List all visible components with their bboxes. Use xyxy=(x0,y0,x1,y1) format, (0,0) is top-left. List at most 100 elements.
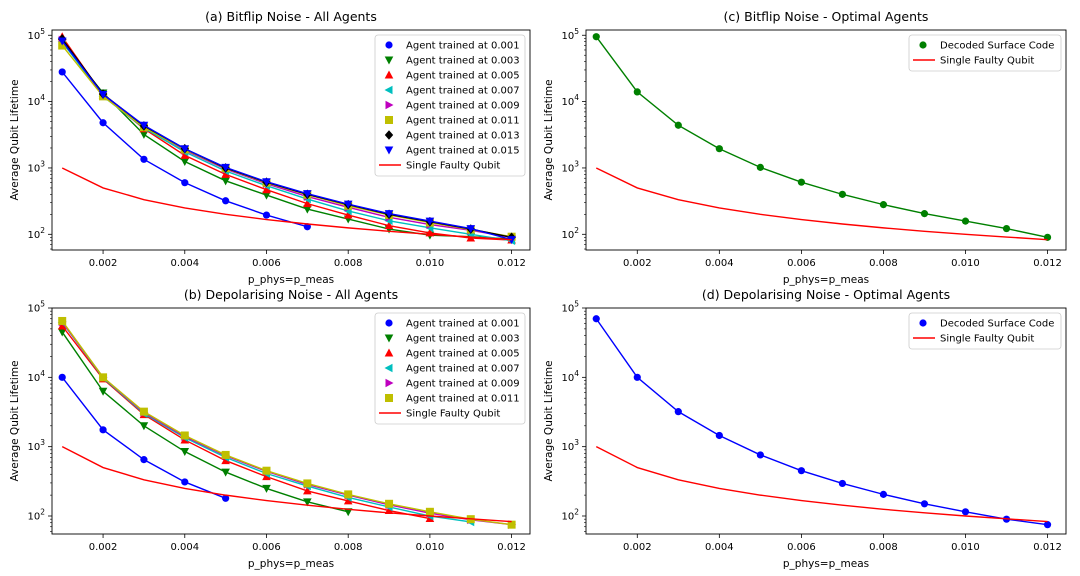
legend-marker xyxy=(385,100,394,110)
chart-panel-2: (c) Bitflip Noise - Optimal Agents p_phys… xyxy=(543,9,1067,286)
data-point xyxy=(99,426,107,434)
data-point xyxy=(343,210,353,219)
x-tick-label: 0.006 xyxy=(252,258,281,269)
data-point xyxy=(303,199,312,208)
data-point xyxy=(57,328,67,337)
legend-marker xyxy=(384,348,394,357)
data-point xyxy=(180,448,190,457)
data-point xyxy=(222,494,230,502)
x-axis-label: p_phys=p_meas xyxy=(248,274,334,286)
data-point xyxy=(633,373,641,381)
legend-marker xyxy=(384,334,394,343)
legend-label: Agent trained at 0.005 xyxy=(406,349,520,360)
x-tick-label: 0.010 xyxy=(951,542,980,553)
chart-title: (a) Bitflip Noise - All Agents xyxy=(205,9,377,24)
series-group xyxy=(57,316,517,529)
data-point xyxy=(262,185,271,194)
y-tick-label: 102 xyxy=(27,507,45,522)
series-line-7 xyxy=(61,446,512,523)
legend-label: Agent trained at 0.011 xyxy=(406,116,520,127)
y-tick-label: 104 xyxy=(27,93,45,108)
data-point xyxy=(262,466,271,475)
x-tick-label: 0.010 xyxy=(951,258,980,269)
data-point xyxy=(139,121,149,130)
y-tick-label: 105 xyxy=(561,27,579,42)
data-point xyxy=(384,221,394,230)
legend-label: Agent trained at 0.009 xyxy=(406,101,520,112)
data-point xyxy=(221,456,230,465)
chart-title: (d) Depolarising Noise - Optimal Agents xyxy=(702,287,950,302)
x-tick-label: 0.004 xyxy=(705,258,734,269)
data-point xyxy=(756,451,764,459)
data-point xyxy=(99,373,108,382)
x-axis-label: p_phys=p_meas xyxy=(783,274,869,286)
legend-marker xyxy=(384,85,393,95)
series-line-8 xyxy=(61,40,512,241)
legend: Agent trained at 0.001 Agent trained at 0… xyxy=(374,34,526,177)
plot-frame xyxy=(51,29,531,251)
y-tick-label: 103 xyxy=(27,159,45,174)
x-tick-label: 0.004 xyxy=(705,542,734,553)
legend-marker xyxy=(384,363,393,373)
plot-frame xyxy=(51,307,531,535)
x-tick-label: 0.006 xyxy=(787,258,816,269)
y-axis-label: Average Qubit Lifetime xyxy=(9,79,21,200)
data-point xyxy=(180,158,190,167)
data-point xyxy=(221,450,230,459)
y-tick-label: 105 xyxy=(27,300,45,315)
y-axis-label: Average Qubit Lifetime xyxy=(543,79,555,200)
data-point xyxy=(425,507,434,516)
data-point xyxy=(715,431,723,440)
data-point xyxy=(180,150,190,159)
y-tick-label: 102 xyxy=(27,226,45,241)
data-point xyxy=(140,155,148,163)
legend-label: Agent trained at 0.003 xyxy=(406,334,520,345)
series-line-2 xyxy=(595,446,1048,523)
data-point xyxy=(592,315,600,323)
data-point xyxy=(303,479,312,488)
legend-marker xyxy=(385,116,393,124)
x-tick-label: 0.010 xyxy=(416,542,445,553)
data-point xyxy=(221,177,230,186)
legend-label: Agent trained at 0.007 xyxy=(406,364,520,375)
y-axis-label: Average Qubit Lifetime xyxy=(543,360,555,481)
x-axis-label: p_phys=p_meas xyxy=(248,558,334,570)
data-point xyxy=(879,201,888,209)
data-point xyxy=(961,217,970,225)
chart-panel-4: (d) Depolarising Noise - Optimal Agents p… xyxy=(543,287,1067,570)
data-point xyxy=(797,178,805,186)
data-point xyxy=(879,490,888,498)
x-tick-label: 0.010 xyxy=(416,258,445,269)
series-line-3 xyxy=(61,325,431,520)
data-point xyxy=(262,484,271,493)
series-group xyxy=(57,32,517,246)
data-point xyxy=(58,373,66,381)
legend-label: Single Faulty Qubit xyxy=(940,334,1034,345)
data-point xyxy=(674,121,682,129)
data-point xyxy=(1002,224,1011,233)
x-tick-label: 0.004 xyxy=(170,258,199,269)
x-tick-label: 0.012 xyxy=(1033,258,1062,269)
data-point xyxy=(262,211,271,219)
data-point xyxy=(592,33,600,41)
data-point xyxy=(222,197,230,205)
legend-marker xyxy=(384,56,394,65)
legend-box xyxy=(908,312,1062,350)
data-point xyxy=(674,408,682,416)
legend-label: Agent trained at 0.003 xyxy=(406,56,520,67)
data-point xyxy=(139,422,149,431)
legend: Agent trained at 0.001 Agent trained at 0… xyxy=(374,312,526,425)
legend-marker xyxy=(385,41,393,49)
data-point xyxy=(838,190,847,198)
data-point xyxy=(715,145,723,153)
legend-marker xyxy=(919,41,927,49)
data-point xyxy=(262,191,271,200)
data-point xyxy=(507,236,516,245)
y-tick-label: 104 xyxy=(27,369,45,384)
data-point xyxy=(343,496,353,505)
series-line-6 xyxy=(61,320,512,526)
data-point xyxy=(58,316,67,325)
data-point xyxy=(99,119,107,127)
data-point xyxy=(262,178,271,187)
